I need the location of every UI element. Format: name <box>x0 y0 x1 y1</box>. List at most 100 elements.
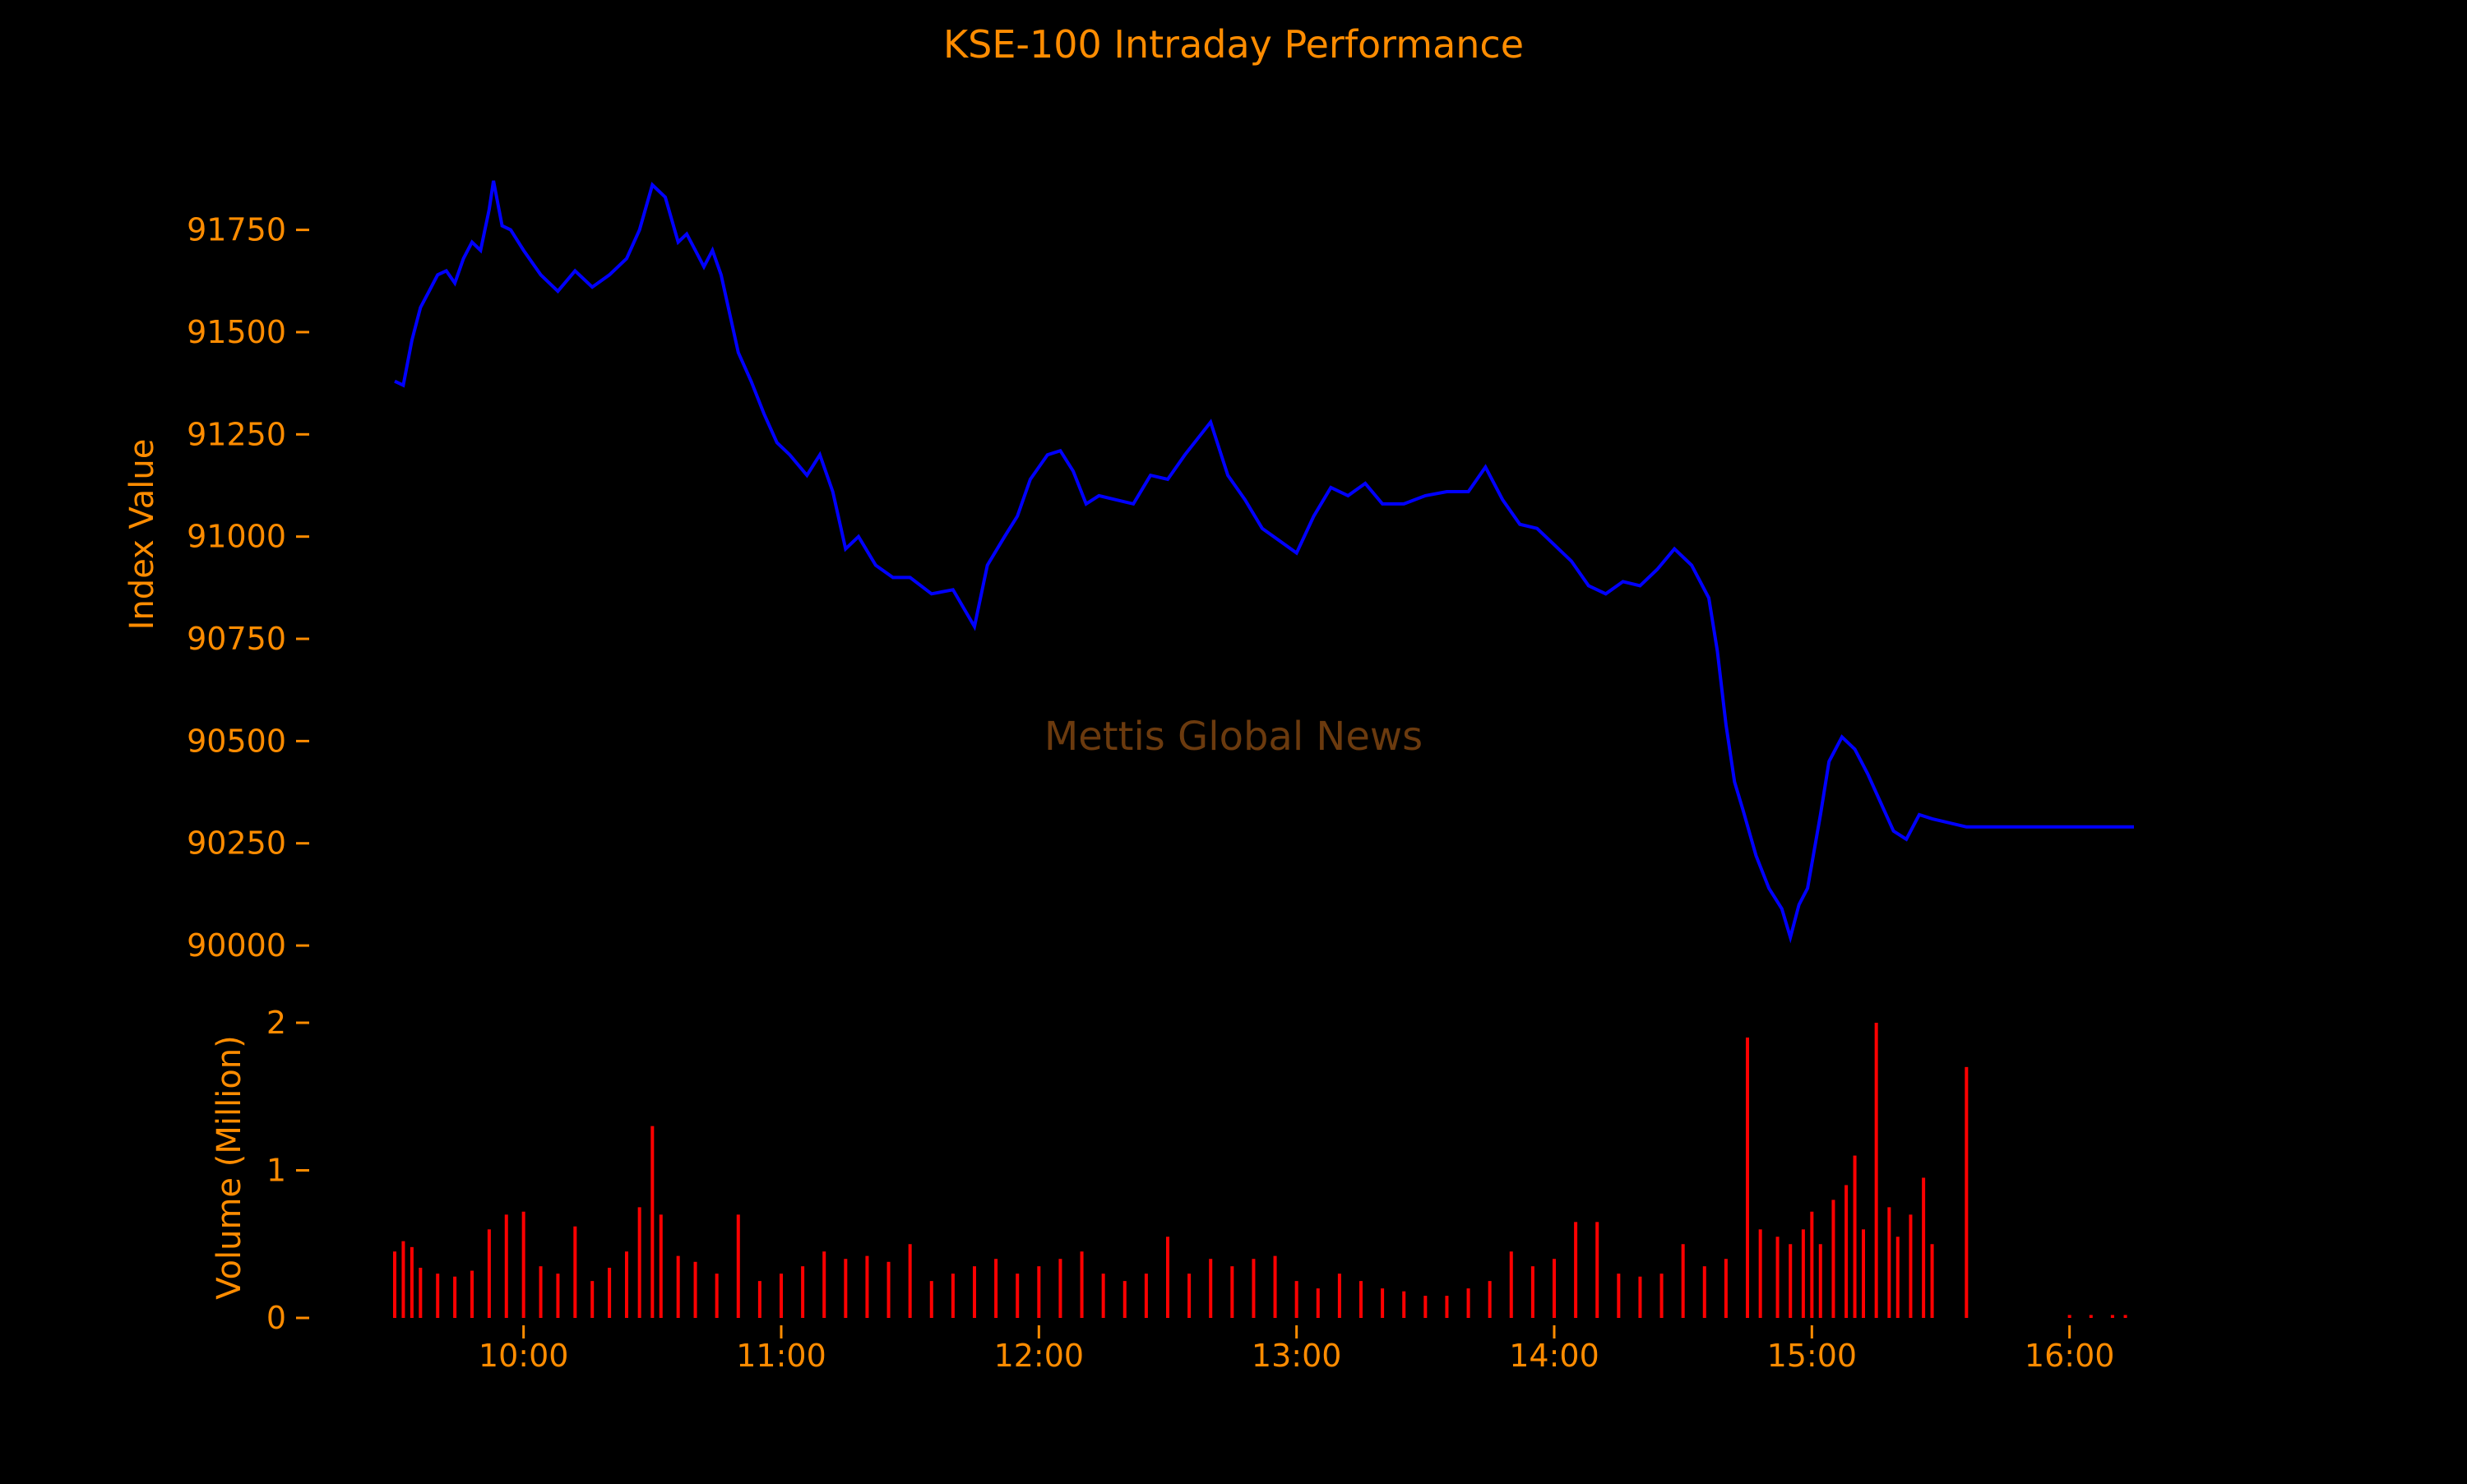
volume-bar <box>625 1251 628 1318</box>
volume-bar <box>1909 1214 1913 1318</box>
volume-bar <box>556 1274 560 1318</box>
volume-bar <box>676 1255 680 1318</box>
volume-bar <box>608 1267 612 1318</box>
volume-bar <box>801 1266 805 1318</box>
x-tick-label: 16:00 <box>2025 1338 2115 1374</box>
volume-bar <box>1509 1251 1513 1318</box>
volume-bar <box>1101 1274 1105 1318</box>
volume-bar <box>504 1214 508 1318</box>
volume-bar <box>1922 1177 1926 1318</box>
volume-bar <box>650 1126 655 1318</box>
volume-y-axis-ticks: 0 1 2 <box>266 1005 309 1336</box>
index-y-tick-label: 90250 <box>187 825 286 862</box>
volume-bar <box>1595 1222 1599 1318</box>
volume-bar <box>1187 1274 1192 1318</box>
volume-bar <box>1273 1255 1277 1318</box>
x-tick-label: 15:00 <box>1767 1338 1858 1374</box>
volume-bar <box>973 1266 976 1318</box>
index-y-axis-ticks: 90000 90250 90500 90750 91000 91250 91500 91750 <box>187 212 309 964</box>
volume-bar <box>1758 1229 1762 1318</box>
volume-bar <box>401 1241 405 1318</box>
volume-bar <box>659 1214 663 1318</box>
volume-bar <box>1445 1296 1449 1318</box>
volume-bar <box>521 1211 525 1318</box>
volume-bar <box>693 1261 697 1318</box>
x-axis-ticks: 10:00 11:00 12:00 13:00 14:00 15:00 16:00 <box>479 1325 2115 1374</box>
index-y-tick-label: 90500 <box>187 723 286 759</box>
volume-bar <box>844 1259 848 1318</box>
volume-bar <box>1122 1281 1127 1318</box>
volume-bar <box>1638 1276 1642 1318</box>
volume-bar <box>994 1259 998 1318</box>
volume-bar <box>637 1207 641 1318</box>
volume-bar <box>470 1270 474 1318</box>
volume-bar <box>1058 1259 1062 1318</box>
chart-title: KSE-100 Intraday Performance <box>943 22 1524 67</box>
volume-bar <box>715 1274 719 1318</box>
volume-bar <box>1801 1229 1805 1318</box>
volume-bar <box>1080 1251 1084 1318</box>
volume-bar <box>1488 1281 1492 1318</box>
volume-bar <box>1617 1274 1621 1318</box>
volume-bar <box>757 1281 761 1318</box>
volume-bar <box>1294 1281 1298 1318</box>
volume-bar <box>1775 1237 1780 1318</box>
volume-bar <box>780 1274 783 1318</box>
volume-y-tick-label: 1 <box>266 1153 286 1189</box>
volume-bar <box>2067 1315 2071 1318</box>
volume-bar <box>1316 1288 1320 1318</box>
volume-bar <box>1553 1259 1556 1318</box>
index-price-line <box>394 180 2134 944</box>
index-y-axis-label: Index Value <box>123 439 161 631</box>
volume-bar <box>436 1274 440 1318</box>
volume-bar <box>590 1281 595 1318</box>
volume-bar <box>1724 1259 1728 1318</box>
volume-bar <box>1574 1222 1578 1318</box>
volume-bar <box>1887 1207 1891 1318</box>
index-y-tick-label: 90000 <box>187 927 286 964</box>
index-y-tick-label: 90750 <box>187 621 286 657</box>
volume-bar <box>410 1246 414 1318</box>
volume-bar <box>2089 1315 2093 1318</box>
x-tick-label: 10:00 <box>479 1338 569 1374</box>
x-tick-label: 12:00 <box>994 1338 1085 1374</box>
volume-bar <box>1831 1200 1835 1318</box>
watermark-text: Mettis Global News <box>1044 714 1423 760</box>
volume-bar <box>865 1255 869 1318</box>
volume-bar <box>1016 1274 1020 1318</box>
volume-bar <box>1359 1281 1363 1318</box>
volume-bar <box>929 1281 933 1318</box>
volume-bar <box>393 1251 396 1318</box>
volume-bar <box>1402 1291 1406 1318</box>
volume-bar <box>1230 1266 1234 1318</box>
volume-bar <box>453 1276 457 1318</box>
volume-bar <box>1530 1266 1534 1318</box>
volume-bar <box>1965 1066 1969 1318</box>
volume-bar <box>1423 1296 1428 1318</box>
volume-y-tick-label: 0 <box>266 1300 286 1336</box>
volume-bar <box>1746 1037 1749 1318</box>
volume-bar <box>1930 1244 1934 1318</box>
volume-bar <box>1874 1023 1878 1318</box>
volume-bar <box>886 1261 891 1318</box>
volume-bar <box>1810 1211 1814 1318</box>
volume-bar <box>2123 1315 2127 1318</box>
x-tick-label: 13:00 <box>1252 1338 1342 1374</box>
volume-bar <box>1252 1259 1256 1318</box>
volume-bar <box>1789 1244 1793 1318</box>
volume-bar <box>951 1274 955 1318</box>
volume-y-tick-label: 2 <box>266 1005 286 1041</box>
volume-bar <box>1466 1288 1470 1318</box>
x-tick-label: 11:00 <box>736 1338 826 1374</box>
volume-bar <box>573 1226 577 1318</box>
volume-bar <box>1853 1155 1857 1318</box>
volume-bar <box>2110 1315 2114 1318</box>
index-y-tick-label: 91750 <box>187 212 286 248</box>
volume-bar <box>1037 1266 1041 1318</box>
volume-bar <box>1818 1244 1822 1318</box>
index-y-tick-label: 91000 <box>187 519 286 555</box>
volume-bar <box>1166 1237 1169 1318</box>
volume-bar <box>822 1251 826 1318</box>
volume-bar <box>419 1267 423 1318</box>
